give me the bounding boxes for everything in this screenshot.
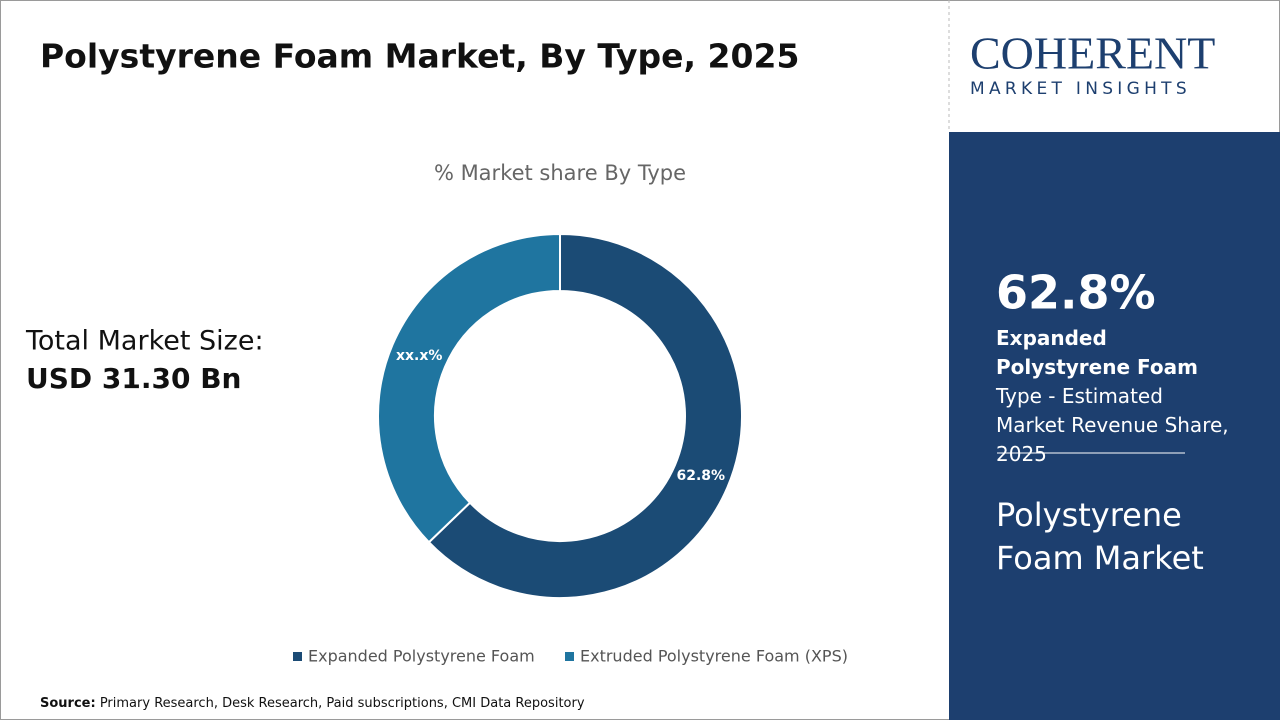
logo-name: COHERENT <box>970 28 1215 79</box>
highlight-value: 62.8% <box>996 266 1156 320</box>
legend-label: Extruded Polystyrene Foam (XPS) <box>580 647 848 666</box>
highlight-description: Expanded Polystyrene Foam Type - Estimat… <box>996 324 1236 469</box>
highlight-market: Polystyrene Foam Market <box>996 496 1204 577</box>
legend-swatch <box>565 652 574 661</box>
market-size-label: Total Market Size: <box>25 326 264 357</box>
donut-segment <box>377 232 561 544</box>
highlight-segment: Expanded Polystyrene Foam <box>996 326 1198 379</box>
logo-tagline: MARKET INSIGHTS <box>970 79 1191 99</box>
legend-swatch <box>293 652 302 661</box>
chart-title: % Market share By Type <box>434 161 686 185</box>
source-label: Source: <box>40 696 96 711</box>
highlight-text: Type - Estimated Market Revenue Share, 2… <box>996 384 1229 466</box>
side-panel <box>949 132 1280 720</box>
source: Source: Primary Research, Desk Research,… <box>40 696 585 711</box>
legend-label: Expanded Polystyrene Foam <box>308 647 535 666</box>
data-label: xx.x% <box>396 348 442 364</box>
donut-segment <box>427 232 743 599</box>
page-title: Polystyrene Foam Market, By Type, 2025 <box>40 37 799 76</box>
data-label: 62.8% <box>677 468 726 484</box>
market-size-value: USD 31.30 Bn <box>26 362 241 395</box>
source-text: Primary Research, Desk Research, Paid su… <box>96 696 585 711</box>
